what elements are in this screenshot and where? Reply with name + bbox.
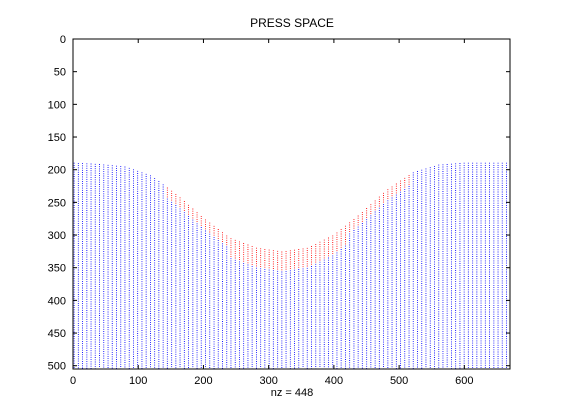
x-tick-label: 100 — [129, 375, 147, 387]
y-tick-label: 300 — [48, 230, 66, 242]
y-tick-label: 250 — [48, 197, 66, 209]
data-points — [73, 162, 507, 370]
chart-title: PRESS SPACE — [250, 16, 334, 30]
y-tick-label: 150 — [48, 132, 66, 144]
x-axis-label: nz = 448 — [271, 387, 314, 399]
x-tick-label: 600 — [455, 375, 473, 387]
plot-area — [72, 38, 511, 370]
x-tick-label: 200 — [194, 375, 212, 387]
x-tick-label: 0 — [70, 375, 76, 387]
y-tick-label: 450 — [48, 328, 66, 340]
y-tick-label: 50 — [54, 67, 66, 79]
blue-points — [73, 162, 507, 370]
y-tick-label: 500 — [48, 361, 66, 373]
x-tick-label: 400 — [325, 375, 343, 387]
x-tick-label: 500 — [390, 375, 408, 387]
y-tick-label: 200 — [48, 165, 66, 177]
y-tick-label: 350 — [48, 263, 66, 275]
red-points — [166, 174, 410, 271]
y-tick-label: 400 — [48, 295, 66, 307]
y-tick-label: 0 — [60, 34, 66, 46]
y-tick-label: 100 — [48, 99, 66, 111]
x-tick-label: 300 — [259, 375, 277, 387]
y-axis: 0 50 100 150 200 250 300 350 400 450 500 — [48, 34, 510, 373]
x-axis: 0 100 200 300 400 500 600 — [70, 39, 474, 387]
